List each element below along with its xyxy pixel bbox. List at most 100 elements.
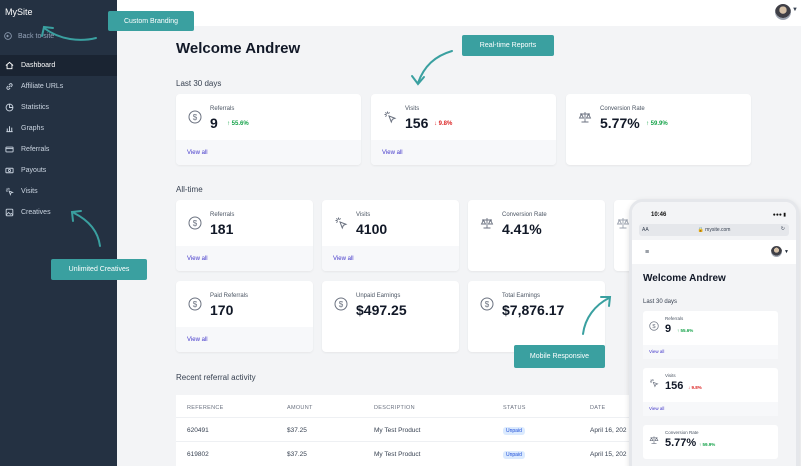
cell-amount: $37.25 <box>287 451 307 458</box>
cursor-click-icon <box>384 111 397 124</box>
phone-header: ≡ ▼ <box>632 240 796 264</box>
stat-label: Visits <box>356 212 371 218</box>
topbar: ▼ <box>117 0 801 26</box>
arrowhead-mobile <box>600 296 612 307</box>
view-all-link[interactable]: View all <box>649 349 665 354</box>
sidebar-item-label: Dashboard <box>21 62 56 69</box>
callout-unlimited-creatives: Unlimited Creatives <box>51 259 147 280</box>
callout-custom-branding: Custom Branding <box>108 11 194 31</box>
card-footer <box>176 327 313 352</box>
stat-delta-down: ↓ 9.8% <box>434 121 453 127</box>
sidebar-item-statistics[interactable]: Statistics <box>0 97 117 118</box>
sidebar-item-creatives[interactable]: Creatives <box>0 202 117 223</box>
image-icon <box>5 208 14 217</box>
referral-activity-table: REFERENCE AMOUNT DESCRIPTION STATUS DATE… <box>176 395 636 466</box>
stat-label: Visits <box>665 373 676 378</box>
card-footer <box>643 402 778 416</box>
phone-stat-card-referrals: $ Referrals 9 ↑ 55.6% View all <box>643 311 778 359</box>
section-title-last-30-days: Last 30 days <box>176 79 222 88</box>
svg-text:$: $ <box>193 219 198 228</box>
stat-value: $7,876.17 <box>502 302 565 318</box>
mobile-phone-mockup: 10:46 ●●● ▮ AA 🔒 mysite.com ↻ ≡ ▼ Welcom… <box>629 199 799 466</box>
sidebar-item-payouts[interactable]: Payouts <box>0 160 117 181</box>
stat-value: 156 <box>405 115 429 131</box>
delta-value: 55.6% <box>680 328 694 333</box>
cursor-click-icon <box>5 187 14 196</box>
stat-card-conversion-30d: Conversion Rate 5.77% ↑ 59.9% <box>566 94 751 165</box>
stat-delta-up: ↑ 55.6% <box>227 121 249 127</box>
stat-label: Unpaid Earnings <box>356 293 401 299</box>
sidebar-item-label: Creatives <box>21 209 51 216</box>
column-header-date: DATE <box>590 405 606 411</box>
cell-date: April 15, 202 <box>590 451 627 458</box>
stat-delta-up: ↑ 55.6% <box>677 328 694 333</box>
svg-text:$: $ <box>485 300 490 309</box>
view-all-link[interactable]: View all <box>187 150 208 156</box>
view-all-link[interactable]: View all <box>382 150 403 156</box>
stat-label: Conversion Rate <box>665 430 699 435</box>
phone-url-text: mysite.com <box>705 227 731 233</box>
stat-label: Conversion Rate <box>502 212 547 218</box>
stat-value: 170 <box>210 302 234 318</box>
cell-amount: $37.25 <box>287 427 307 434</box>
delta-value: 59.9% <box>702 442 716 447</box>
arrow-to-mobile <box>582 297 610 335</box>
stat-label: Paid Referrals <box>210 293 249 299</box>
stat-card-paid-referrals: $ Paid Referrals 170 View all <box>176 281 313 352</box>
phone-section-title: Last 30 days <box>643 299 678 305</box>
stat-label: Referrals <box>210 212 235 218</box>
chevron-down-icon[interactable]: ▼ <box>792 7 798 13</box>
stat-card-conversion-all: Conversion Rate 4.41% <box>468 200 605 271</box>
text-size-button[interactable]: AA <box>642 227 649 233</box>
arrowhead-reports <box>411 75 425 86</box>
avatar[interactable] <box>771 246 782 257</box>
cursor-click-icon <box>650 379 659 388</box>
arrow-to-branding <box>43 27 97 41</box>
dollar-circle-icon: $ <box>188 297 202 311</box>
card-footer <box>176 246 313 271</box>
svg-text:$: $ <box>193 300 198 309</box>
stat-value: 9 <box>210 115 218 131</box>
reload-icon[interactable]: ↻ <box>780 226 785 232</box>
stat-label: Total Earnings <box>502 293 541 299</box>
scale-icon <box>578 112 592 123</box>
row-divider <box>176 441 636 442</box>
stat-card-total-earnings: $ Total Earnings $7,876.17 <box>468 281 605 352</box>
phone-page-title: Welcome Andrew <box>643 273 726 284</box>
cell-reference: 620491 <box>187 427 209 434</box>
sidebar: MySite Back to site Dashboard Affiliate … <box>0 0 117 466</box>
delta-value: 55.6% <box>231 121 249 127</box>
sidebar-item-dashboard[interactable]: Dashboard <box>0 55 117 76</box>
callout-realtime-reports: Real-time Reports <box>462 35 554 56</box>
sidebar-item-referrals[interactable]: Referrals <box>0 139 117 160</box>
chevron-down-icon[interactable]: ▼ <box>784 249 789 255</box>
view-all-link[interactable]: View all <box>333 256 354 262</box>
delta-value: 9.8% <box>438 121 453 127</box>
phone-screen: 10:46 ●●● ▮ AA 🔒 mysite.com ↻ ≡ ▼ Welcom… <box>632 202 796 466</box>
avatar[interactable] <box>775 4 791 20</box>
view-all-link[interactable]: View all <box>649 406 665 411</box>
view-all-link[interactable]: View all <box>187 256 208 262</box>
stat-value: 5.77% <box>665 437 697 449</box>
cell-description: My Test Product <box>374 427 421 434</box>
stat-card-visits-all: Visits 4100 View all <box>322 200 459 271</box>
callout-mobile-responsive: Mobile Responsive <box>514 345 605 368</box>
back-to-site-label: Back to site <box>18 32 55 40</box>
section-title-recent-activity: Recent referral activity <box>176 373 256 382</box>
column-header-amount: AMOUNT <box>287 405 313 411</box>
svg-text:$: $ <box>339 300 344 309</box>
view-all-link[interactable]: View all <box>187 337 208 343</box>
brand-name[interactable]: MySite <box>5 7 33 17</box>
stat-card-referrals-30d: $ Referrals 9 ↑ 55.6% View all <box>176 94 361 165</box>
sidebar-nav: Dashboard Affiliate URLs Statistics Grap… <box>0 55 117 223</box>
sidebar-item-visits[interactable]: Visits <box>0 181 117 202</box>
arrow-to-creatives <box>73 212 101 247</box>
stat-value: 4100 <box>356 221 388 237</box>
sidebar-item-affiliate-urls[interactable]: Affiliate URLs <box>0 76 117 97</box>
menu-icon[interactable]: ≡ <box>645 249 650 256</box>
sidebar-item-graphs[interactable]: Graphs <box>0 118 117 139</box>
back-to-site-link[interactable]: Back to site <box>4 32 54 40</box>
scale-icon <box>480 218 494 229</box>
phone-address-bar[interactable]: AA 🔒 mysite.com ↻ <box>639 224 789 236</box>
phone-stat-card-visits: Visits 156 ↓ 9.8% View all <box>643 368 778 416</box>
